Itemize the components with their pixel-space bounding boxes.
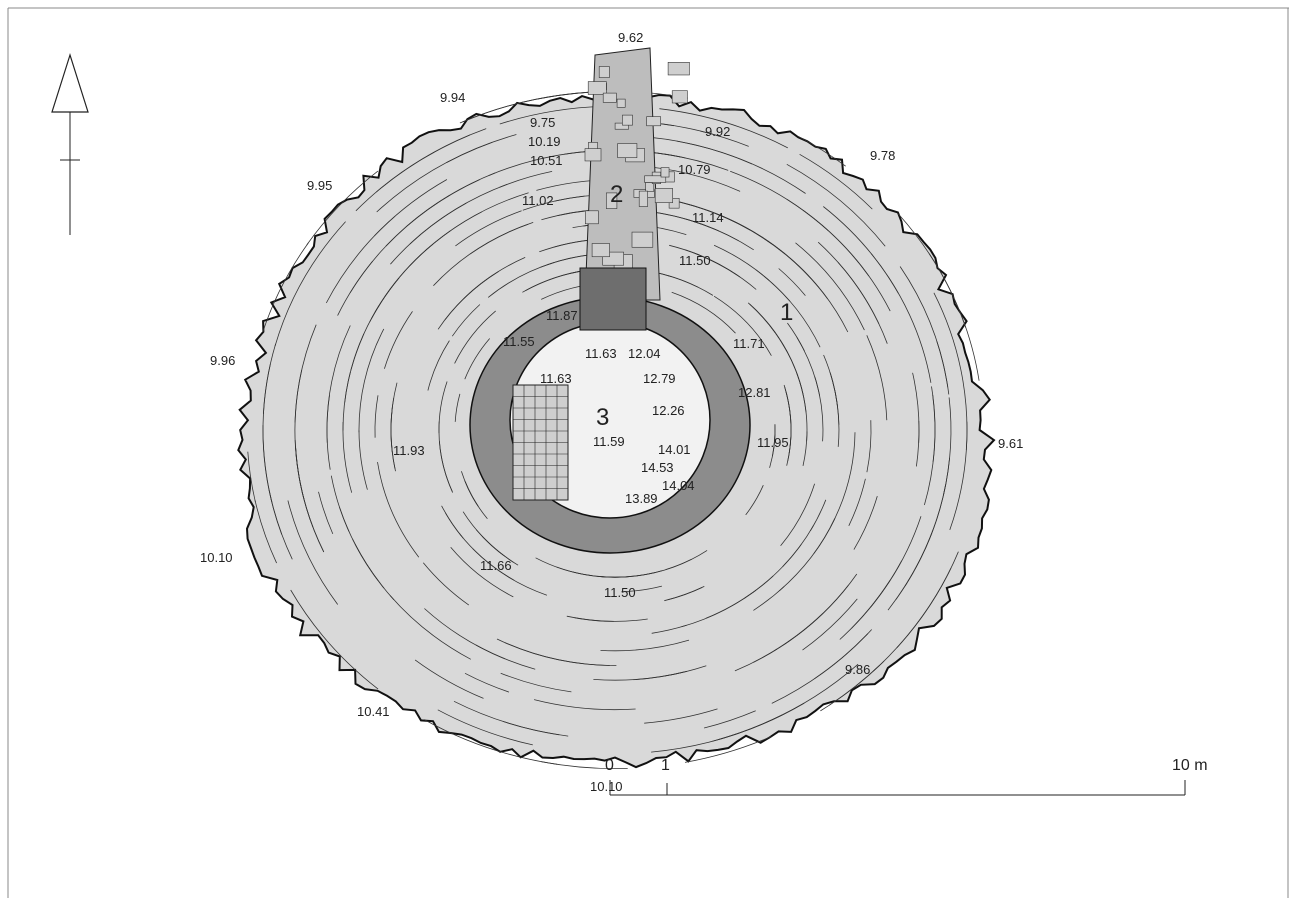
stone [588, 82, 606, 95]
elevation-label: 11.02 [522, 193, 554, 208]
elevation-label: 10.10 [590, 779, 623, 794]
elevation-label: 10.41 [357, 704, 390, 719]
elevation-label: 11.14 [692, 210, 724, 225]
scale-label: 1 [661, 757, 670, 774]
stone [617, 99, 625, 107]
elevation-label: 11.59 [593, 434, 625, 449]
scale-label: 10 m [1172, 757, 1208, 774]
elevation-label: 11.93 [393, 443, 425, 458]
elevation-label: 12.81 [738, 385, 771, 400]
elevation-label: 14.01 [658, 442, 691, 457]
elevation-label: 12.79 [643, 371, 676, 386]
elevation-label: 10.79 [678, 162, 711, 177]
elevation-label: 9.61 [998, 436, 1023, 451]
elevation-label: 9.95 [307, 178, 332, 193]
elevation-label: 9.92 [705, 124, 730, 139]
zone-number: 2 [610, 181, 623, 208]
elevation-label: 12.26 [652, 403, 685, 418]
stone [661, 168, 669, 177]
elevation-label: 11.63 [585, 346, 617, 361]
elevation-label: 9.94 [440, 90, 465, 105]
elevation-label: 9.78 [870, 148, 895, 163]
stone [672, 91, 687, 103]
elevation-label: 9.75 [530, 115, 555, 130]
elevation-label: 14.04 [662, 478, 695, 493]
elevation-label: 9.62 [618, 30, 643, 45]
elevation-label: 12.04 [628, 346, 661, 361]
elevation-label: 10.19 [528, 134, 561, 149]
stone [585, 149, 601, 161]
elevation-label: 10.10 [200, 550, 233, 565]
stone [618, 144, 637, 158]
zone-number: 1 [780, 299, 793, 326]
site-plan: 0 1 10 m 1239.629.949.759.9210.1910.5110… [0, 0, 1289, 898]
north-arrow-head [52, 55, 88, 112]
elevation-label: 9.86 [845, 662, 870, 677]
stone [603, 93, 616, 102]
elevation-label: 11.71 [733, 336, 765, 351]
contour-stroke [541, 762, 627, 769]
stone [632, 232, 653, 247]
elevation-label: 11.87 [546, 308, 578, 323]
scale-label: 0 [605, 757, 614, 774]
stone [622, 115, 632, 125]
page: 0 1 10 m 1239.629.949.759.9210.1910.5110… [0, 0, 1289, 898]
zone-number: 3 [596, 404, 609, 431]
elevation-label: 11.63 [540, 371, 572, 386]
elevation-label: 11.50 [679, 253, 711, 268]
elevation-label: 13.89 [625, 491, 658, 506]
stone [639, 191, 647, 206]
stone [599, 67, 609, 78]
stone [647, 117, 661, 126]
stone [592, 244, 609, 257]
elevation-label: 11.95 [757, 435, 789, 450]
elevation-label: 11.55 [503, 334, 535, 349]
elevation-label: 9.96 [210, 353, 235, 368]
north-arrow [52, 55, 88, 235]
stone [655, 189, 672, 203]
stone [585, 211, 598, 224]
stone [668, 62, 689, 75]
elevation-label: 14.53 [641, 460, 674, 475]
elevation-label: 10.51 [530, 153, 563, 168]
entrance [580, 268, 646, 330]
elevation-label: 11.50 [604, 585, 636, 600]
scale-bar: 0 1 10 m [605, 757, 1208, 795]
elevation-label: 11.66 [480, 558, 512, 573]
